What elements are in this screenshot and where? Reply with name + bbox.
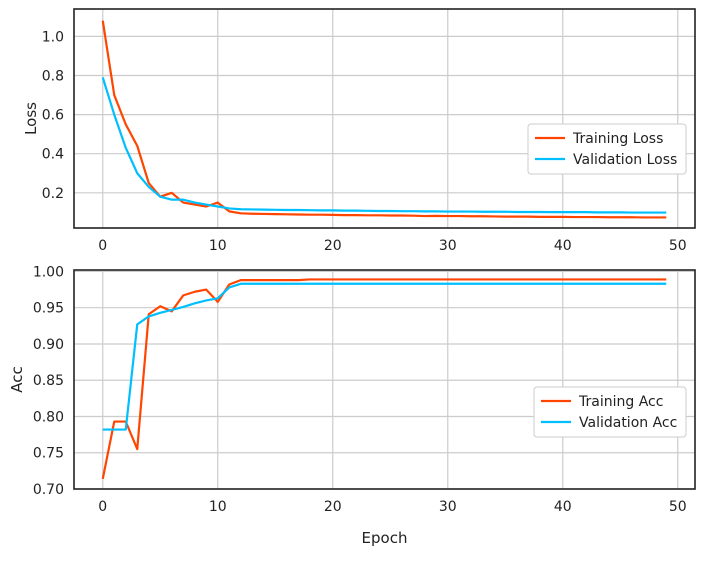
legend-label: Validation Loss	[573, 152, 677, 168]
training-series-line	[101, 20, 667, 219]
x-tick-label: 40	[554, 499, 572, 515]
legend: Training Loss Validation Loss	[527, 123, 687, 175]
x-tick-label: 10	[209, 238, 227, 254]
legend-label: Training Loss	[572, 131, 663, 147]
x-tick-label: 10	[209, 499, 227, 515]
x-tick-label: 50	[669, 238, 687, 254]
y-tick-label: 1.00	[33, 264, 64, 280]
x-tick-label: 40	[554, 238, 572, 254]
y-tick-label: 0.90	[33, 337, 64, 353]
y-tick-label: 0.6	[42, 108, 64, 124]
x-tick-label: 0	[98, 499, 107, 515]
y-axis-title: Loss	[22, 102, 40, 135]
legend-box	[527, 123, 687, 175]
validation-series-line	[101, 77, 667, 214]
y-tick-label: 0.8	[42, 68, 64, 84]
y-tick-label: 0.70	[33, 482, 64, 498]
training-series-line	[101, 278, 667, 480]
x-tick-label: 30	[439, 238, 457, 254]
y-tick-label: 0.2	[42, 186, 64, 202]
legend-label: Training Acc	[578, 394, 663, 410]
x-tick-label: 50	[669, 499, 687, 515]
x-tick-label: 0	[98, 238, 107, 254]
legend-label: Validation Acc	[579, 415, 677, 431]
x-tick-label: 30	[439, 499, 457, 515]
validation-series-line	[102, 282, 667, 431]
y-tick-label: 0.95	[33, 301, 64, 317]
x-tick-label: 20	[324, 499, 342, 515]
accuracy-panel: 0 10 20 30 40 50 0.70 0.75 0.80 0.85 0.90 0.95 1.00 A…	[8, 264, 696, 547]
y-tick-label: 0.80	[33, 409, 64, 425]
loss-panel: 0 10 20 30 40 50 0.2 0.4 0.6 0.8 1.0 Loss Training L…	[22, 8, 696, 254]
axes-frame	[73, 269, 696, 490]
x-axis-title: Epoch	[362, 529, 408, 547]
y-tick-label: 0.85	[33, 373, 64, 389]
legend: Training Acc Validation Acc	[533, 386, 687, 438]
axes-frame	[73, 8, 696, 229]
y-axis-title: Acc	[8, 366, 26, 393]
y-tick-label: 0.75	[33, 446, 64, 462]
plot-area	[74, 9, 695, 228]
y-tick-label: 0.4	[42, 147, 64, 163]
legend-box	[533, 386, 687, 438]
x-tick-label: 20	[324, 238, 342, 254]
plot-area	[74, 270, 695, 489]
y-tick-label: 1.0	[42, 29, 64, 45]
